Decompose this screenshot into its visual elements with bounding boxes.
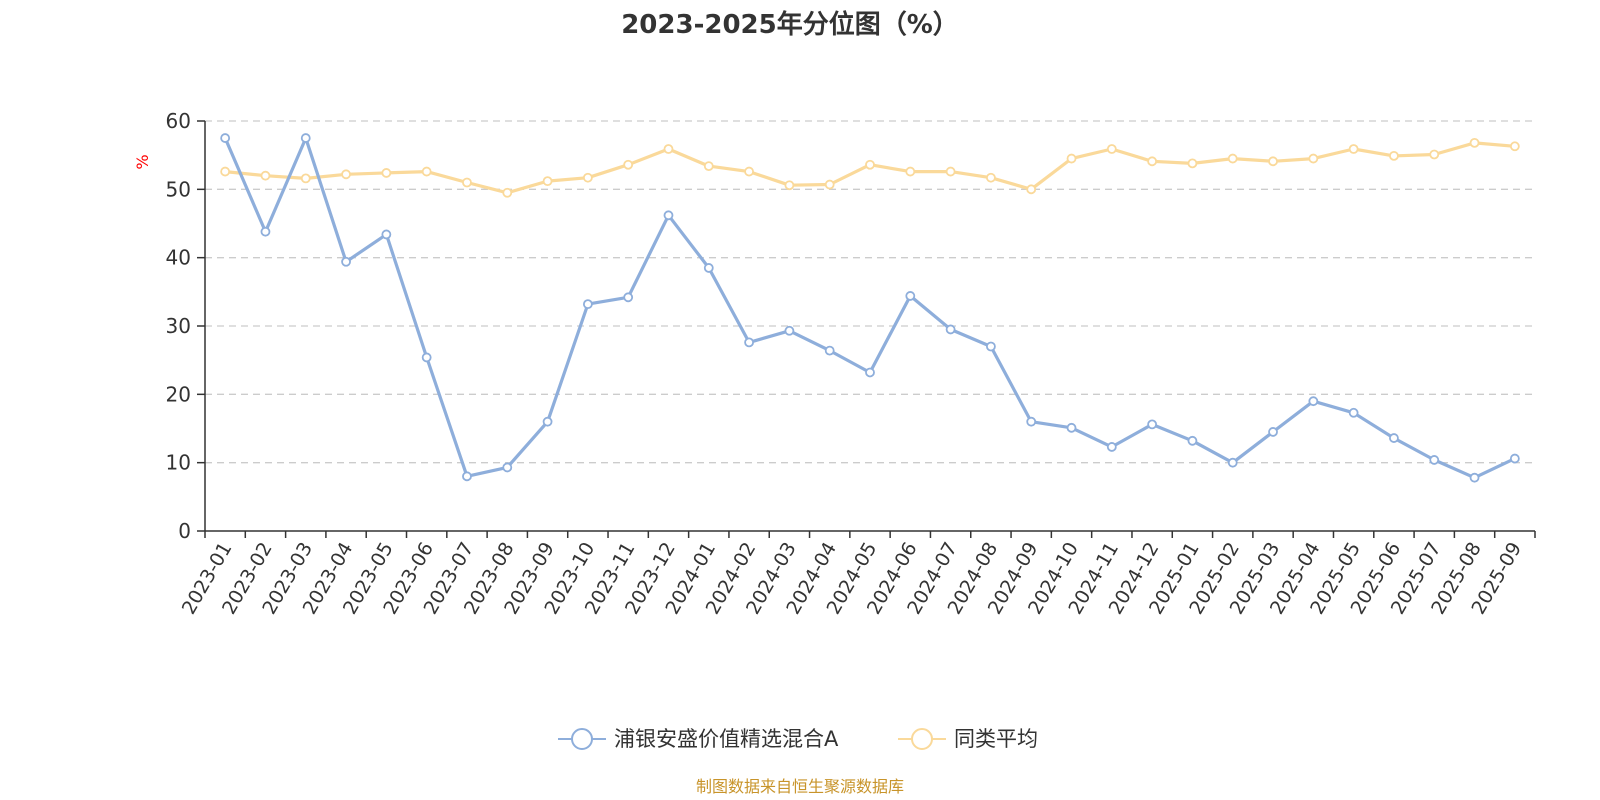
data-point[interactable]	[462, 177, 472, 188]
data-point[interactable]	[1227, 153, 1238, 164]
data-point[interactable]	[663, 210, 674, 221]
data-point[interactable]	[784, 325, 795, 336]
data-point[interactable]	[623, 292, 634, 303]
data-point[interactable]	[663, 144, 674, 154]
data-point[interactable]	[1147, 156, 1158, 167]
data-point[interactable]	[1509, 453, 1520, 464]
data-point[interactable]	[1187, 435, 1198, 446]
data-point[interactable]	[381, 168, 392, 178]
x-axis-ticks: 2023-012023-022023-032023-042023-052023-…	[178, 531, 1536, 618]
data-point[interactable]	[865, 159, 875, 170]
data-point[interactable]	[421, 166, 432, 177]
data-point[interactable]	[1147, 419, 1158, 430]
y-tick-label: 60	[166, 109, 191, 133]
legend-label: 同类平均	[954, 727, 1038, 751]
data-point[interactable]	[1026, 184, 1037, 195]
data-point[interactable]	[502, 462, 513, 473]
y-tick-label: 10	[166, 451, 191, 475]
data-point[interactable]	[824, 345, 835, 356]
y-tick-label: 20	[166, 382, 191, 406]
data-point[interactable]	[1469, 137, 1480, 148]
data-point[interactable]	[905, 291, 916, 301]
data-point[interactable]	[542, 176, 553, 187]
data-point[interactable]	[300, 173, 311, 184]
data-point[interactable]	[1389, 433, 1399, 443]
data-point[interactable]	[703, 161, 714, 172]
data-point[interactable]	[865, 367, 875, 378]
y-axis-unit-label: %	[133, 154, 152, 169]
gridlines	[205, 120, 1535, 464]
data-point[interactable]	[582, 172, 593, 183]
data-point[interactable]	[1429, 455, 1440, 465]
data-point[interactable]	[744, 337, 754, 348]
y-axis-ticks: 0 10 20 30 40 50 60	[166, 109, 205, 543]
data-point[interactable]	[1348, 407, 1359, 418]
data-point[interactable]	[542, 416, 553, 427]
data-point[interactable]	[945, 324, 956, 335]
legend-label: 浦银安盛价值精选混合A	[614, 727, 839, 751]
data-point[interactable]	[1509, 141, 1520, 152]
data-point[interactable]	[905, 166, 916, 177]
data-point[interactable]	[824, 179, 835, 190]
data-point[interactable]	[1429, 149, 1440, 160]
data-point[interactable]	[341, 256, 351, 267]
data-point[interactable]	[502, 187, 513, 198]
data-point[interactable]	[1106, 144, 1117, 154]
data-point[interactable]	[986, 172, 996, 183]
data-point[interactable]	[945, 166, 956, 177]
data-point[interactable]	[1469, 472, 1480, 483]
data-point[interactable]	[1348, 144, 1359, 154]
data-point[interactable]	[744, 166, 754, 177]
data-point[interactable]	[784, 180, 795, 191]
data-point[interactable]	[381, 229, 392, 240]
legend[interactable]: 浦银安盛价值精选混合A 同类平均	[558, 727, 1038, 751]
data-point[interactable]	[421, 352, 432, 363]
data-point[interactable]	[1066, 422, 1077, 433]
data-point[interactable]	[1268, 156, 1278, 167]
y-tick-label: 40	[166, 246, 191, 270]
data-point[interactable]	[1389, 150, 1399, 161]
legend-marker	[571, 728, 593, 750]
legend-item-1[interactable]: 浦银安盛价值精选混合A	[558, 727, 839, 751]
data-point[interactable]	[582, 299, 593, 310]
data-point[interactable]	[260, 170, 271, 181]
data-point[interactable]	[623, 159, 634, 170]
data-point[interactable]	[1106, 442, 1117, 452]
data-point[interactable]	[1308, 153, 1319, 164]
data-point[interactable]	[1308, 396, 1319, 407]
data-point[interactable]	[986, 341, 996, 352]
data-point[interactable]	[703, 263, 714, 273]
data-point[interactable]	[341, 169, 351, 180]
chart-title: 2023-2025年分位图（%）	[621, 9, 959, 40]
data-point[interactable]	[260, 226, 271, 237]
series-2	[220, 137, 1520, 198]
series-1	[220, 133, 1520, 483]
data-point[interactable]	[462, 471, 472, 482]
y-tick-label: 50	[166, 177, 191, 201]
data-point[interactable]	[1227, 457, 1238, 468]
data-point[interactable]	[1187, 158, 1198, 169]
legend-marker	[911, 728, 933, 750]
legend-item-2[interactable]: 同类平均	[898, 727, 1038, 751]
data-point[interactable]	[220, 133, 231, 143]
data-point[interactable]	[220, 166, 231, 177]
data-point[interactable]	[1268, 427, 1278, 437]
data-point[interactable]	[1066, 153, 1077, 164]
data-point[interactable]	[1026, 416, 1037, 427]
data-source-note: 制图数据来自恒生聚源数据库	[696, 777, 904, 796]
y-tick-label: 30	[166, 314, 191, 338]
y-tick-label: 0	[178, 519, 191, 543]
data-point[interactable]	[300, 133, 311, 143]
series	[220, 133, 1520, 483]
